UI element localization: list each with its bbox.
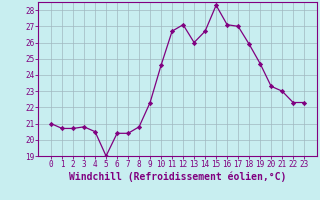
X-axis label: Windchill (Refroidissement éolien,°C): Windchill (Refroidissement éolien,°C)	[69, 172, 286, 182]
